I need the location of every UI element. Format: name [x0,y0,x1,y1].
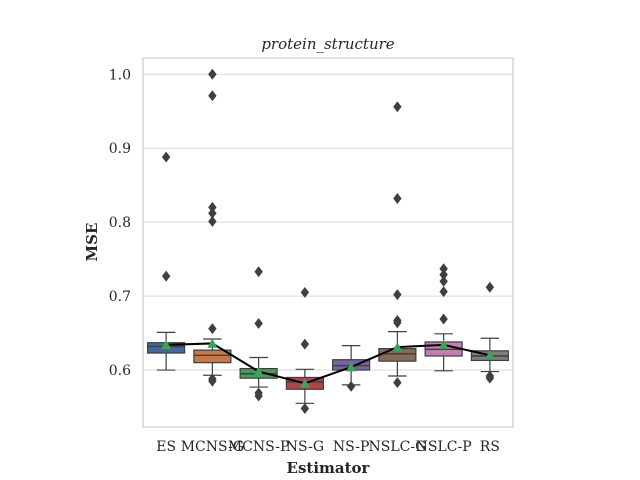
y-tick-label: 0.7 [109,289,131,305]
outlier-point [254,318,263,329]
outlier-point [439,286,448,298]
box-mcns-p [239,266,278,402]
outlier-point [208,90,217,102]
x-tick-label: ES [156,439,176,455]
outlier-point [485,372,495,384]
outlier-point [300,403,310,414]
boxes [147,68,509,414]
outlier-point [208,207,217,219]
mean-marker [392,342,403,352]
outlier-point [254,390,263,402]
mean-marker [438,339,449,350]
x-axis-label: Estimator [287,459,371,477]
mean-marker [299,378,310,388]
y-axis-label: MSE [83,223,101,262]
outlier-point [208,323,217,335]
y-gridlines [143,73,513,371]
mean-line [166,342,491,385]
outlier-point [393,101,402,113]
box-body [193,349,232,364]
outlier-point [439,263,448,275]
outlier-point [254,266,263,278]
mean-marker [484,350,495,360]
outlier-point [161,270,171,282]
outlier-point [300,286,310,298]
plot-frame [142,57,514,428]
x-tick-label: RS [480,439,500,455]
outlier-point [161,151,171,163]
x-tick-label: MCNS-G [181,439,244,455]
outlier-point [393,289,402,301]
x-tick-label: NSLC-P [416,439,472,455]
outlier-point [439,313,448,325]
mean-marker [253,366,264,376]
box-rs [470,281,509,384]
outlier-point [393,317,402,329]
outlier-point [393,193,402,204]
x-tick-label: MCNS-P [228,439,290,455]
y-tick-label: 0.9 [109,141,131,157]
mean-marker [161,339,172,350]
outlier-point [439,275,448,287]
outlier-point [300,338,310,350]
box-ns-g [285,286,324,414]
x-tick-label: NS-P [333,439,370,455]
outlier-point [208,375,217,387]
outlier-point [208,201,217,213]
y-tick-label: 0.8 [109,215,131,231]
outlier-point [485,281,495,293]
box-nslc-p [424,263,463,372]
mean-marker [207,338,218,348]
outlier-point [346,380,356,392]
y-tick-label: 1.0 [109,67,131,83]
mean-line-layer [161,338,495,388]
outlier-point [208,215,217,227]
y-tick-label: 0.6 [109,363,131,379]
x-tick-label: NS-G [286,439,324,455]
outlier-point [393,377,402,389]
chart-title: protein_structure [261,35,394,53]
mean-marker [346,362,357,372]
outlier-point [208,68,217,80]
x-tick-label: NSLC-G [368,439,426,455]
outlier-point [439,269,448,281]
y-axis-ticks: 0.6 0.7 0.8 0.9 1.0 [109,67,131,379]
box-es [147,151,186,371]
